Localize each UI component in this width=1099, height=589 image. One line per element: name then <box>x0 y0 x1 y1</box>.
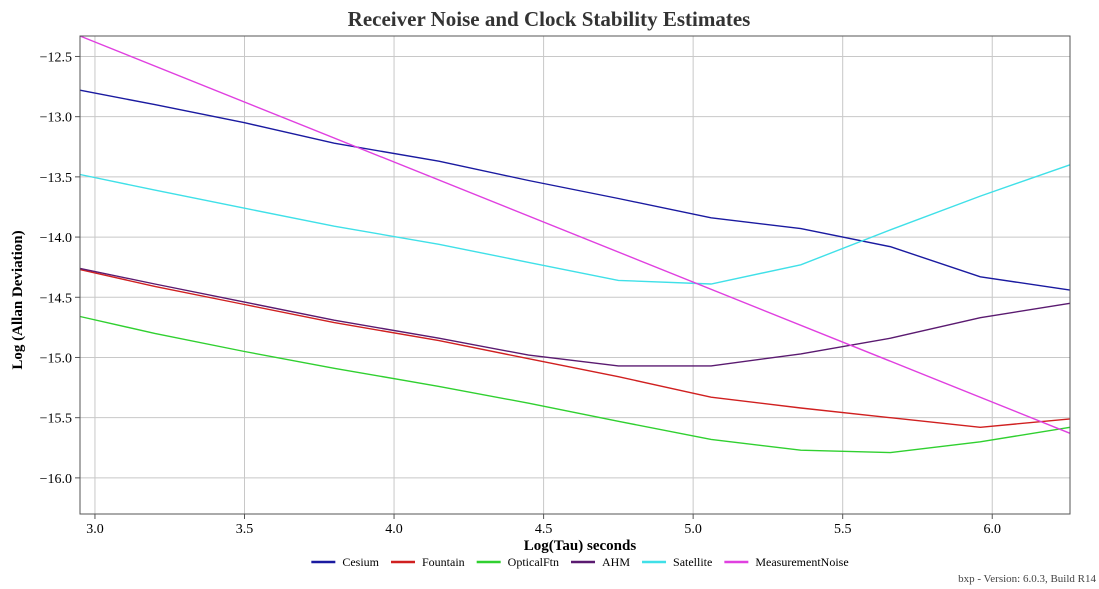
legend-item-opticalftn: OpticalFtn <box>476 555 559 569</box>
y-tick-label: −12.5 <box>40 50 72 65</box>
series-line-fountain <box>79 268 1071 429</box>
x-tick-label: 3.5 <box>236 522 254 537</box>
x-tick-label: 5.0 <box>684 522 702 537</box>
series-line-satellite <box>79 164 1071 285</box>
x-tick-label: 6.0 <box>983 522 1001 537</box>
legend-label: AHM <box>602 555 630 569</box>
legend-item-fountain: Fountain <box>391 555 465 569</box>
y-tick-label: −16.0 <box>40 472 72 487</box>
legend-label: OpticalFtn <box>508 555 559 569</box>
x-axis-ticks: 3.0 3.5 4.0 4.5 5.0 5.5 6.0 <box>86 514 1001 537</box>
y-tick-label: −14.0 <box>40 231 72 246</box>
x-tick-label: 3.0 <box>86 522 104 537</box>
series-line-measurementnoise <box>79 35 1071 434</box>
legend-item-satellite: Satellite <box>642 555 712 569</box>
chart-title: Receiver Noise and Clock Stability Estim… <box>348 7 751 31</box>
series-line-ahm <box>79 267 1071 367</box>
legend-item-cesium: Cesium <box>311 555 380 569</box>
version-footer: bxp - Version: 6.0.3, Build R14 <box>958 573 1096 585</box>
series-line-opticalftn <box>79 315 1071 454</box>
legend-label: Cesium <box>342 555 379 569</box>
legend-item-measurementnoise: MeasurementNoise <box>724 555 849 569</box>
x-tick-label: 4.0 <box>385 522 403 537</box>
legend-label: Fountain <box>422 555 465 569</box>
y-tick-label: −13.5 <box>40 171 72 186</box>
series-line-cesium <box>79 89 1071 291</box>
series-group <box>79 35 1071 454</box>
y-tick-label: −15.5 <box>40 412 72 427</box>
x-axis-label: Log(Tau) seconds <box>524 538 637 554</box>
legend: Cesium Fountain OpticalFtn AHM Satellite Meas… <box>311 555 849 569</box>
legend-item-ahm: AHM <box>571 555 630 569</box>
x-tick-label: 5.5 <box>834 522 852 537</box>
y-tick-label: −13.0 <box>40 111 72 126</box>
plot-frame <box>79 35 1071 515</box>
grid <box>80 36 1070 514</box>
legend-label: MeasurementNoise <box>755 555 848 569</box>
y-tick-label: −15.0 <box>40 351 72 366</box>
y-axis-label: Log (Allan Deviation) <box>10 230 26 369</box>
x-tick-label: 4.5 <box>535 522 553 537</box>
y-axis-ticks: −12.5 −13.0 −13.5 −14.0 −14.5 −15.0 −15.5 −16.0 <box>40 50 80 487</box>
y-tick-label: −14.5 <box>40 291 72 306</box>
legend-label: Satellite <box>673 555 712 569</box>
